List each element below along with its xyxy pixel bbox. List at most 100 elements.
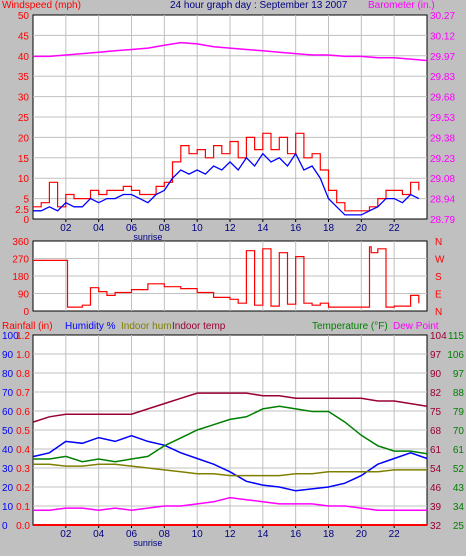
- indoor-temp-line: [32, 392, 428, 423]
- barometer-tick-label: 29.97: [430, 52, 455, 63]
- top-x-tick-label: 10: [192, 223, 204, 234]
- temperature-tick-label: 68: [430, 426, 442, 437]
- indoor-temp-label: Indoor temp: [172, 321, 226, 332]
- temperature-tick-label: 82: [430, 388, 442, 399]
- top-x-tick-label: 06: [126, 223, 138, 234]
- windspeed-tick-label: 45: [18, 31, 30, 42]
- humidity-tick-label: 70: [2, 388, 14, 399]
- dew-point-tick-label: 25: [453, 521, 465, 532]
- sunrise-label: sunrise: [133, 232, 162, 242]
- humidity-tick-label: 90: [2, 350, 14, 361]
- rainfall-tick-label: 0.0: [16, 521, 30, 532]
- rainfall-tick-label: 0.1: [16, 502, 30, 513]
- humidity-tick-label: 30: [2, 464, 14, 475]
- dew-point-tick-label: 43: [453, 483, 465, 494]
- rainfall-tick-label: 1.0: [16, 350, 30, 361]
- top-x-tick-label: 02: [60, 223, 72, 234]
- direction-degree-tick-label: 270: [12, 255, 29, 266]
- direction-degree-tick-label: 0: [23, 307, 29, 318]
- direction-compass-label: W: [435, 255, 445, 266]
- windspeed-tick-label: 0: [23, 215, 29, 226]
- windspeed-tick-label: 30: [18, 93, 30, 104]
- windspeed-axis-label: Windspeed (mph): [2, 0, 81, 11]
- windspeed-tick-label: 10: [18, 174, 30, 185]
- dew-point-tick-label: 115: [448, 331, 464, 342]
- direction-compass-label: N: [435, 307, 442, 318]
- barometer-tick-label: 29.53: [430, 113, 455, 124]
- humidity-tick-label: 80: [2, 369, 14, 380]
- rainfall-tick-label: 0.8: [16, 369, 30, 380]
- bottom-x-tick-label: 06: [126, 529, 138, 540]
- top-x-tick-label: 22: [389, 223, 401, 234]
- bottom-x-tick-label: 18: [323, 529, 335, 540]
- direction-degree-tick-label: 90: [18, 290, 30, 301]
- bottom-x-tick-label: 10: [192, 529, 204, 540]
- temperature-tick-label: 32: [430, 521, 442, 532]
- bottom-x-tick-label: 14: [257, 529, 269, 540]
- bottom-x-tick-label: 04: [93, 529, 105, 540]
- temperature-line: [33, 405, 428, 463]
- windspeed-tick-label: 25: [18, 113, 30, 124]
- humidity-tick-label: 40: [2, 445, 14, 456]
- rainfall-tick-label: 0.2: [16, 483, 30, 494]
- bottom-x-tick-label: 16: [290, 529, 302, 540]
- rainfall-tick-label: 0.5: [16, 426, 30, 437]
- dew-point-tick-label: 61: [453, 445, 465, 456]
- rainfall-tick-label: 1.2: [16, 331, 30, 342]
- temperature-tick-label: 75: [430, 407, 442, 418]
- windspeed-tick-label: 35: [18, 72, 30, 83]
- barometer-tick-label: 29.23: [430, 154, 455, 165]
- dew-point-tick-label: 79: [453, 407, 465, 418]
- temperature-tick-label: 61: [430, 445, 442, 456]
- barometer-tick-label: 29.08: [430, 174, 455, 185]
- bottom-x-tick-label: 02: [60, 529, 72, 540]
- dew-point-tick-label: 106: [447, 350, 464, 361]
- temperature-tick-label: 54: [430, 464, 442, 475]
- wind-gust-line: [33, 132, 420, 212]
- temperature-tick-label: 46: [430, 483, 442, 494]
- bottom-x-tick-label: 12: [224, 529, 236, 540]
- barometer-tick-label: 28.79: [430, 215, 455, 226]
- top-x-tick-label: 16: [290, 223, 302, 234]
- humidity-axis-label: Humidity %: [65, 321, 116, 332]
- wind-direction-line: [33, 246, 420, 308]
- sunrise-label-bottom: sunrise: [133, 538, 162, 548]
- rainfall-tick-label: 0.6: [16, 407, 30, 418]
- dew-point-axis-label: Dew Point: [393, 321, 439, 332]
- top-x-tick-label: 14: [257, 223, 269, 234]
- windspeed-tick-label: 20: [18, 133, 30, 144]
- dew-point-tick-label: 70: [453, 426, 465, 437]
- rainfall-axis-label: Rainfall (in): [2, 321, 53, 332]
- indoor-hum-label: Indoor hum: [121, 321, 172, 332]
- humidity-tick-label: 60: [2, 407, 14, 418]
- direction-compass-label: N: [435, 237, 442, 248]
- humidity-tick-label: 10: [2, 502, 14, 513]
- windspeed-tick-label: 2.5: [15, 205, 29, 216]
- indoor-hum-line: [33, 463, 427, 477]
- dew-point-tick-label: 97: [453, 369, 465, 380]
- dew-point-tick-label: 34: [453, 502, 465, 513]
- page-title: 24 hour graph day : September 13 2007: [170, 0, 348, 11]
- bottom-x-tick-label: 08: [159, 529, 171, 540]
- temperature-axis-label: Temperature (°F): [312, 321, 388, 332]
- windspeed-tick-label: 50: [18, 11, 30, 22]
- windspeed-line: [33, 152, 420, 216]
- barometer-tick-label: 30.27: [430, 11, 455, 22]
- humidity-tick-label: 100: [2, 331, 19, 342]
- direction-compass-label: S: [435, 272, 442, 283]
- bottom-x-tick-label: 20: [356, 529, 368, 540]
- barometer-axis-label: Barometer (in.): [368, 0, 435, 11]
- windspeed-tick-label: 40: [18, 52, 30, 63]
- dew-point-tick-label: 88: [453, 388, 465, 399]
- rainfall-tick-label: 0.4: [16, 445, 30, 456]
- windspeed-tick-label: 15: [18, 154, 30, 165]
- direction-compass-label: E: [435, 290, 442, 301]
- dew-point-tick-label: 52: [453, 464, 465, 475]
- direction-degree-tick-label: 360: [12, 237, 29, 248]
- rainfall-tick-label: 0.7: [16, 388, 30, 399]
- barometer-tick-label: 30.12: [430, 31, 455, 42]
- dew-point-line: [33, 496, 427, 511]
- humidity-line: [32, 434, 428, 492]
- humidity-tick-label: 20: [2, 483, 14, 494]
